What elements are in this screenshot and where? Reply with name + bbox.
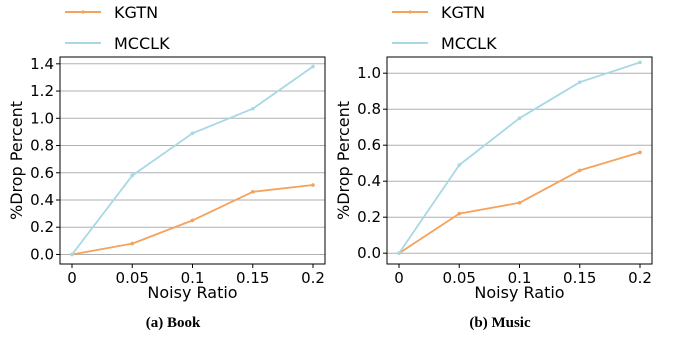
x-tick-label: 0.15 bbox=[236, 269, 269, 287]
x-tick-label: 0.1 bbox=[508, 269, 532, 287]
y-tick-label: 0.2 bbox=[357, 208, 381, 226]
x-tick-label: 0.05 bbox=[443, 269, 476, 287]
x-tick-label: 0 bbox=[67, 269, 77, 287]
y-tick-label: 1.2 bbox=[30, 82, 54, 100]
y-tick-label: 1.4 bbox=[30, 55, 54, 73]
y-tick-label: 0.4 bbox=[357, 172, 381, 190]
legend-marker-kgtn bbox=[81, 10, 85, 14]
y-tick-label: 0.0 bbox=[30, 245, 54, 263]
data-point-mcclk bbox=[311, 64, 315, 69]
series-line-mcclk bbox=[71, 65, 314, 256]
x-tick-label: 0 bbox=[394, 269, 404, 287]
y-tick-label: 0.0 bbox=[357, 244, 381, 262]
y-tick-label: 0.4 bbox=[30, 191, 54, 209]
x-axis-label: Noisy Ratio bbox=[147, 283, 237, 302]
y-tick-label: 0.2 bbox=[30, 218, 54, 236]
data-point-mcclk bbox=[190, 131, 195, 136]
y-tick-label: 1.0 bbox=[357, 64, 381, 82]
plot-frame bbox=[59, 56, 326, 265]
x-tick-label: 0.1 bbox=[181, 269, 205, 287]
legend-label-mcclk: MCCLK bbox=[441, 34, 497, 53]
data-point-kgtn bbox=[130, 241, 135, 246]
y-axis-label: %Drop Percent bbox=[334, 101, 353, 220]
x-tick-label: 0.2 bbox=[628, 269, 652, 287]
data-point-mcclk bbox=[70, 252, 74, 257]
y-tick-label: 0.6 bbox=[357, 136, 381, 154]
legend-label-kgtn: KGTN bbox=[441, 3, 485, 22]
data-point-kgtn bbox=[577, 168, 582, 173]
data-point-kgtn bbox=[638, 150, 642, 155]
x-axis-label: Noisy Ratio bbox=[474, 283, 564, 302]
y-axis-label: %Drop Percent bbox=[7, 101, 26, 220]
data-point-kgtn bbox=[311, 183, 315, 187]
y-tick-label: 0.6 bbox=[30, 164, 54, 182]
legend-marker-kgtn bbox=[408, 10, 412, 14]
data-point-kgtn bbox=[190, 218, 195, 223]
data-point-mcclk bbox=[638, 60, 642, 65]
data-point-mcclk bbox=[517, 116, 522, 120]
data-point-kgtn bbox=[517, 201, 522, 205]
x-tick-label: 0.15 bbox=[563, 269, 596, 287]
y-tick-label: 1.0 bbox=[30, 109, 54, 127]
data-point-kgtn bbox=[457, 211, 462, 216]
y-tick-label: 0.8 bbox=[30, 137, 54, 155]
figure-caption: (b) Music bbox=[469, 315, 531, 331]
data-point-mcclk bbox=[397, 251, 401, 255]
data-point-kgtn bbox=[250, 190, 255, 194]
y-tick-label: 0.8 bbox=[357, 100, 381, 118]
data-point-mcclk bbox=[457, 163, 462, 167]
x-tick-label: 0.2 bbox=[301, 269, 325, 287]
data-point-mcclk bbox=[250, 106, 255, 111]
figure-caption: (a) Book bbox=[146, 315, 201, 331]
legend-label-mcclk: MCCLK bbox=[114, 34, 170, 53]
series-line-mcclk bbox=[398, 61, 641, 254]
data-point-mcclk bbox=[130, 173, 135, 178]
x-tick-label: 0.05 bbox=[116, 269, 149, 287]
legend-label-kgtn: KGTN bbox=[114, 3, 158, 22]
data-point-mcclk bbox=[577, 80, 582, 84]
